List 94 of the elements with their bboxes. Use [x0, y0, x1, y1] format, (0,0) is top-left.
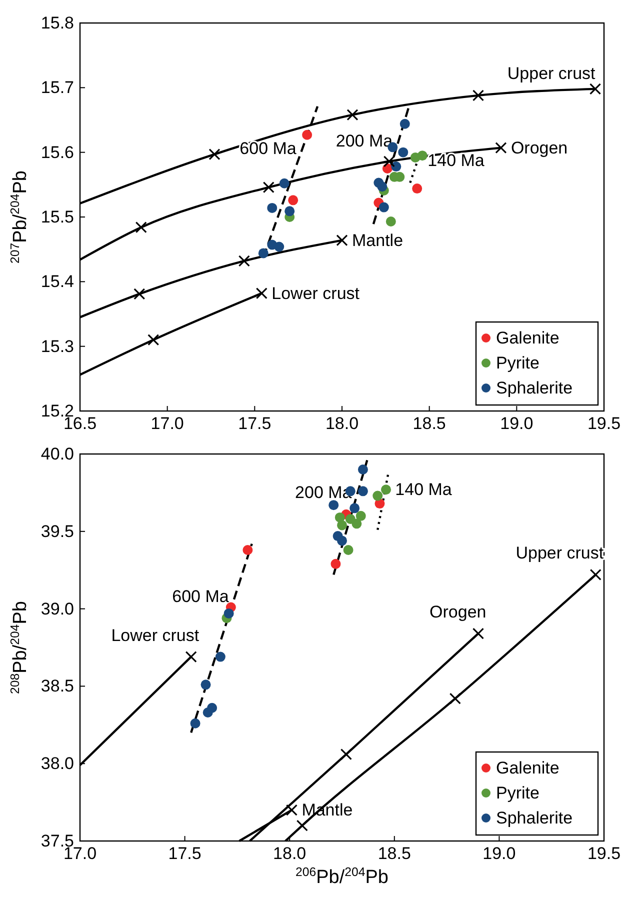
point — [377, 182, 388, 192]
series-label: 600 Ma — [172, 587, 230, 606]
point — [215, 652, 226, 662]
point — [134, 288, 146, 300]
point — [274, 242, 284, 252]
legend-label: Galenite — [496, 758, 560, 778]
point — [208, 148, 220, 160]
point — [286, 804, 298, 816]
point — [262, 181, 274, 194]
legend-label: Sphalerite — [496, 378, 573, 398]
point — [302, 130, 312, 140]
series-label: Mantle — [352, 230, 404, 250]
x-tick-label: 18.5 — [378, 844, 411, 863]
legend-label: Pyrite — [496, 784, 540, 802]
point — [337, 520, 347, 530]
series-label: 600 Ma — [240, 139, 297, 158]
point — [378, 202, 389, 212]
x-tick-label: 19.0 — [500, 414, 534, 433]
y-tick-label: 38.5 — [40, 676, 74, 696]
point — [386, 216, 396, 227]
point — [391, 162, 402, 172]
y-tick-label: 15.4 — [40, 272, 74, 292]
y-tick-label: 15.6 — [40, 142, 74, 162]
x-tick-label: 17.5 — [238, 414, 272, 433]
point — [356, 510, 366, 521]
x-tick-label: 17.0 — [150, 414, 184, 433]
x-tick-label: 18.0 — [273, 844, 306, 863]
point — [472, 90, 484, 102]
point — [336, 234, 348, 246]
point — [383, 156, 395, 168]
y-tick-label: 40.0 — [40, 444, 74, 464]
x-tick-label: 17.5 — [168, 844, 202, 863]
series-label: Lower crust — [111, 626, 200, 645]
point — [449, 692, 461, 704]
point — [495, 142, 507, 154]
series-label: Upper crust — [507, 64, 596, 83]
point — [190, 718, 200, 728]
point — [288, 195, 298, 206]
point — [372, 490, 383, 501]
point — [224, 608, 234, 618]
x-tick-label: 19.5 — [587, 844, 621, 863]
point — [256, 288, 268, 300]
y-tick-label: 39.0 — [40, 599, 74, 618]
series-label: Lower crust — [272, 284, 360, 303]
point — [590, 568, 602, 581]
point — [279, 178, 290, 188]
series-label: Orogen — [510, 138, 568, 158]
point — [358, 464, 368, 474]
point — [358, 486, 368, 496]
x-tick-label: 18.0 — [325, 414, 359, 433]
point — [350, 503, 360, 514]
y-tick-label: 15.3 — [40, 336, 74, 356]
point — [337, 536, 347, 546]
point — [410, 152, 420, 163]
point — [242, 544, 253, 555]
series-label: Orogen — [430, 602, 486, 622]
y-tick-label: 15.7 — [40, 78, 74, 98]
series-label: 140 Ma — [428, 150, 485, 170]
point — [258, 248, 268, 258]
point — [267, 202, 278, 213]
y-tick-label: 15.5 — [40, 208, 74, 226]
point — [135, 222, 147, 234]
point — [412, 184, 422, 194]
y-tick-label: 39.5 — [40, 522, 74, 541]
legend-label: Galenite — [496, 328, 560, 348]
point — [185, 650, 197, 663]
point — [200, 680, 211, 690]
point — [345, 514, 356, 524]
point — [296, 820, 308, 832]
point — [472, 628, 484, 640]
y-tick-label: 15.8 — [40, 14, 74, 32]
point — [398, 147, 408, 158]
point — [381, 484, 392, 495]
point — [284, 206, 295, 216]
point — [589, 83, 602, 95]
series-label: Upper crust — [516, 544, 604, 563]
x-tick-label: 19.5 — [587, 414, 621, 433]
point — [207, 702, 218, 713]
x-axis-title: $^{206}$Pb/$^{204}$Pb — [296, 865, 388, 888]
legend-label: Pyrite — [496, 354, 540, 372]
point — [334, 512, 345, 522]
point — [346, 109, 358, 121]
y-tick-label: 38.0 — [40, 754, 74, 774]
point — [330, 558, 341, 569]
point — [343, 544, 354, 555]
point — [238, 255, 250, 267]
point — [328, 500, 339, 510]
x-tick-label: 18.5 — [412, 414, 446, 433]
point — [400, 118, 410, 129]
legend-label: Sphalerite — [496, 808, 573, 828]
point — [340, 748, 352, 760]
series-label: 140 Ma — [395, 480, 452, 500]
point — [148, 334, 160, 346]
x-tick-label: 19.0 — [482, 844, 516, 863]
